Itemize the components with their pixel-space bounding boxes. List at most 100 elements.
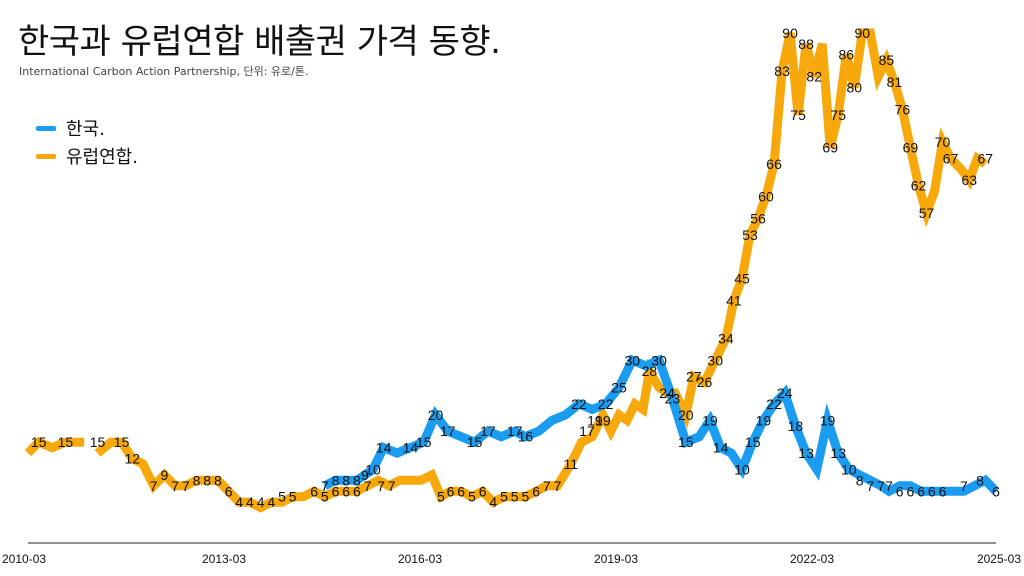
data-label-eu: 34 [718,331,734,347]
data-label-eu: 83 [774,63,790,79]
data-label-eu: 41 [726,292,742,308]
data-label-korea: 8 [332,472,340,488]
x-tick-layer: 2010-03 2013-03 2016-03 2019-03 2022-03 2025-… [2,552,1021,566]
data-label-eu: 75 [790,107,806,123]
data-label-eu: 11 [564,456,579,472]
data-label-korea: 17 [507,423,523,439]
data-label-eu: 75 [830,107,846,123]
data-label-korea: 6 [896,483,904,499]
data-label-eu: 6 [310,483,318,499]
data-label-eu: 7 [364,478,372,494]
data-label-eu: 8 [214,472,222,488]
data-label-eu: 7 [171,478,179,494]
data-label-korea: 15 [745,434,761,450]
data-label-eu: 15 [90,434,106,450]
data-label-eu: 70 [935,134,951,150]
data-label-korea: 13 [798,445,814,461]
data-label-korea: 7 [321,478,329,494]
data-label-eu: 7 [543,478,551,494]
data-label-eu: 4 [257,494,265,510]
legend-swatch-korea [36,125,56,131]
data-label-korea: 6 [917,483,925,499]
data-label-eu: 24 [659,385,675,401]
x-tick-label: 2022-03 [790,552,834,566]
legend-label-eu: 유럽연합. [66,147,138,168]
chart-subtitle: International Carbon Action Partnership,… [19,65,309,78]
legend: 한국. 유럽연합. [36,114,138,170]
data-label-korea: 13 [830,445,846,461]
data-label-eu: 19 [595,412,611,428]
data-label-eu: 56 [750,210,766,226]
data-label-korea: 14 [376,440,392,456]
data-label-korea: 22 [766,396,782,412]
data-label-eu: 5 [278,489,286,505]
data-label-korea: 14 [713,440,729,456]
data-label-eu: 5 [511,489,519,505]
data-label-korea: 23 [665,391,681,407]
data-label-eu: 5 [468,489,476,505]
chart-title: 한국과 유럽연합 배출권 가격 동향. [18,22,501,62]
data-label-eu: 5 [522,489,530,505]
data-label-eu: 66 [766,156,782,172]
data-label-korea: 8 [353,472,361,488]
data-label-korea: 7 [866,478,874,494]
data-label-eu: 30 [707,352,723,368]
data-label-korea: 6 [992,483,1000,499]
data-label-korea: 24 [777,385,793,401]
data-label-eu: 76 [895,101,911,117]
series-line-korea [322,354,1000,497]
data-label-korea: 15 [416,434,432,450]
data-label-korea: 10 [365,461,381,477]
data-label-eu: 15 [58,434,74,450]
x-tick-label: 2016-03 [398,552,442,566]
data-label-eu: 53 [742,227,758,243]
data-label-eu: 28 [642,363,658,379]
legend-swatch-eu [36,153,56,159]
data-label-eu: 80 [847,80,863,96]
data-label-korea: 22 [598,396,614,412]
data-label-eu: 85 [879,52,895,68]
data-label-korea: 10 [734,461,750,477]
data-label-eu: 6 [353,483,361,499]
data-label-korea: 15 [467,434,483,450]
x-tick-label: 2019-03 [594,552,638,566]
data-label-korea: 8 [342,472,350,488]
data-label-eu: 15 [114,434,130,450]
series-line-eu [24,28,988,513]
legend-item-eu: 유럽연합. [36,142,138,170]
data-label-eu: 6 [447,483,455,499]
data-label-korea: 18 [788,418,804,434]
data-label-eu: 90 [782,25,798,41]
data-label-eu: 7 [388,478,396,494]
data-label-eu: 4 [267,494,275,510]
data-label-eu: 8 [203,472,211,488]
legend-label-korea: 한국. [66,119,105,140]
data-label-eu: 81 [887,74,903,90]
x-tick-label: 2025-03 [977,552,1021,566]
data-label-eu: 4 [235,494,243,510]
data-label-eu: 57 [919,205,935,221]
data-label-eu: 19 [587,412,603,428]
data-label-korea: 10 [841,461,857,477]
data-label-korea: 7 [885,478,893,494]
data-label-eu: 27 [686,369,702,385]
series-layer [24,28,1000,513]
data-label-eu: 15 [31,434,47,450]
data-label-korea: 17 [440,423,456,439]
data-label-korea: 6 [928,483,936,499]
x-tick-label: 2010-03 [2,552,46,566]
data-label-korea: 19 [820,412,836,428]
data-label-eu: 6 [532,483,540,499]
data-label-eu: 6 [479,483,487,499]
data-label-eu: 4 [246,494,254,510]
data-label-eu: 67 [943,150,959,166]
data-label-korea: 7 [877,478,885,494]
data-label-eu: 7 [182,478,190,494]
data-label-eu: 86 [839,47,855,63]
data-label-eu: 69 [822,140,838,156]
data-label-eu: 5 [437,489,445,505]
data-label-korea: 8 [856,472,864,488]
data-label-eu: 45 [734,271,750,287]
